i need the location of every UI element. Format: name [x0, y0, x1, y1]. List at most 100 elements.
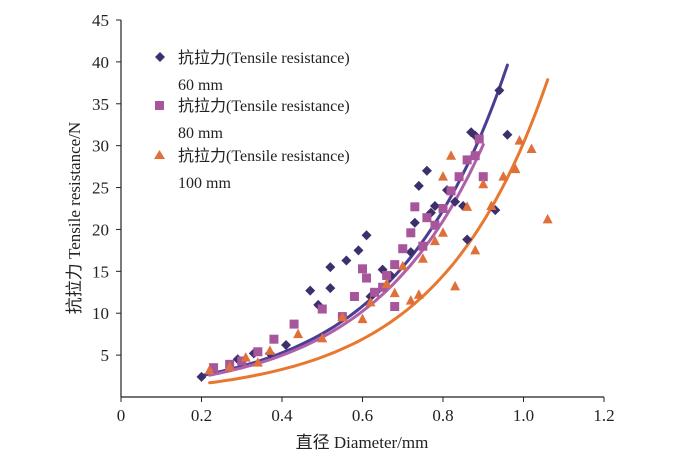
legend-label-60mm-line2: 60 mm	[178, 77, 223, 94]
y-tick-label: 25	[92, 179, 109, 198]
legend-marker-diamond	[155, 52, 165, 62]
point-diamond	[462, 234, 473, 245]
point-diamond	[305, 285, 316, 296]
legend-label-80mm-line2: 80 mm	[178, 125, 223, 142]
point-triangle	[438, 171, 448, 181]
legend-label-60mm-line1: 抗拉力(Tensile resistance)	[178, 49, 350, 67]
point-triangle	[413, 289, 424, 299]
point-square	[370, 287, 380, 297]
point-triangle	[381, 278, 392, 288]
point-triangle	[462, 201, 473, 211]
point-square	[438, 204, 448, 213]
x-axis-title: 直径 Diameter/mm	[296, 433, 429, 452]
point-triangle	[429, 235, 440, 246]
point-square	[253, 347, 263, 357]
point-triangle	[438, 227, 448, 237]
point-triangle	[224, 361, 235, 371]
point-square	[430, 220, 440, 230]
x-tick-label: 0	[117, 406, 126, 425]
x-tick-label: 0.2	[191, 406, 212, 425]
point-triangle	[240, 352, 251, 362]
y-tick-label: 35	[92, 95, 109, 114]
point-triangle	[252, 357, 263, 367]
y-tick-label: 15	[92, 262, 109, 281]
point-square	[390, 302, 400, 312]
point-triangle	[293, 328, 304, 339]
point-diamond	[196, 371, 207, 382]
point-triangle	[470, 244, 481, 255]
y-tick-label: 20	[92, 220, 109, 239]
point-triangle	[526, 143, 537, 154]
point-triangle	[450, 280, 461, 291]
fit-curve-60mm	[200, 63, 509, 377]
point-square	[418, 241, 428, 251]
point-diamond	[325, 262, 336, 273]
point-square	[209, 363, 219, 373]
point-diamond	[429, 200, 440, 211]
point-triangle	[498, 171, 509, 181]
legend-label-100mm-line1: 抗拉力(Tensile resistance)	[178, 147, 350, 165]
point-triangle	[417, 253, 428, 263]
point-diamond	[494, 85, 505, 96]
point-triangle	[405, 295, 416, 305]
point-triangle	[317, 332, 328, 343]
point-square	[349, 291, 359, 301]
point-triangle	[357, 313, 368, 324]
point-square	[410, 202, 420, 212]
point-diamond	[450, 196, 461, 207]
point-triangle	[542, 213, 553, 224]
fit-curve-100mm	[208, 78, 550, 385]
point-triangle	[486, 200, 497, 210]
point-square	[390, 260, 400, 270]
y-axis-title: 抗拉力 Tensile resistance/N	[65, 122, 84, 314]
y-tick-label: 30	[92, 137, 109, 156]
point-triangle	[446, 150, 457, 160]
legend-item-100mm: 抗拉力(Tensile resistance) 100 mm	[154, 147, 350, 192]
legend-label-100mm-line2: 100 mm	[178, 175, 231, 192]
point-square	[317, 304, 327, 314]
point-square	[474, 134, 484, 144]
point-diamond	[353, 245, 364, 256]
point-diamond	[409, 217, 420, 228]
point-triangle	[478, 178, 489, 189]
y-tick-label: 5	[101, 346, 110, 365]
y-axis-ticks: 5 10 15 20 25 30 35 40 45	[92, 11, 121, 365]
point-triangle	[264, 345, 275, 355]
point-diamond	[405, 247, 416, 258]
point-square	[382, 271, 392, 281]
point-square	[398, 244, 408, 254]
point-diamond	[413, 180, 424, 191]
legend-marker-triangle	[154, 150, 165, 159]
point-square	[422, 213, 432, 223]
point-triangle	[514, 135, 525, 145]
y-tick-label: 10	[92, 304, 109, 323]
point-diamond	[502, 129, 513, 140]
x-tick-label: 0.6	[352, 406, 373, 425]
data-points	[196, 85, 553, 382]
x-tick-label: 0.4	[271, 406, 293, 425]
x-tick-label: 1.0	[513, 406, 534, 425]
point-square	[406, 228, 416, 238]
point-triangle	[337, 311, 348, 322]
y-tick-label: 45	[92, 11, 109, 30]
point-triangle	[510, 163, 521, 174]
point-square	[358, 264, 367, 274]
x-tick-label: 0.8	[432, 406, 453, 425]
point-square	[462, 155, 472, 165]
legend-marker-square	[155, 101, 164, 110]
legend-item-80mm: 抗拉力(Tensile resistance) 80 mm	[155, 97, 350, 142]
point-triangle	[397, 260, 408, 271]
point-triangle	[204, 364, 215, 375]
point-square	[454, 172, 464, 182]
legend: 抗拉力(Tensile resistance) 60 mm 抗拉力(Tensil…	[154, 49, 350, 192]
x-tick-label: 1.2	[593, 406, 614, 425]
legend-label-80mm-line1: 抗拉力(Tensile resistance)	[178, 97, 350, 115]
point-diamond	[325, 283, 336, 294]
x-axis-ticks: 0 0.2 0.4 0.6 0.8 1.0 1.2	[117, 397, 615, 425]
point-triangle	[389, 287, 400, 298]
point-square	[362, 273, 372, 283]
point-diamond	[281, 340, 292, 351]
legend-item-60mm: 抗拉力(Tensile resistance) 60 mm	[155, 49, 350, 94]
point-square	[289, 319, 299, 329]
